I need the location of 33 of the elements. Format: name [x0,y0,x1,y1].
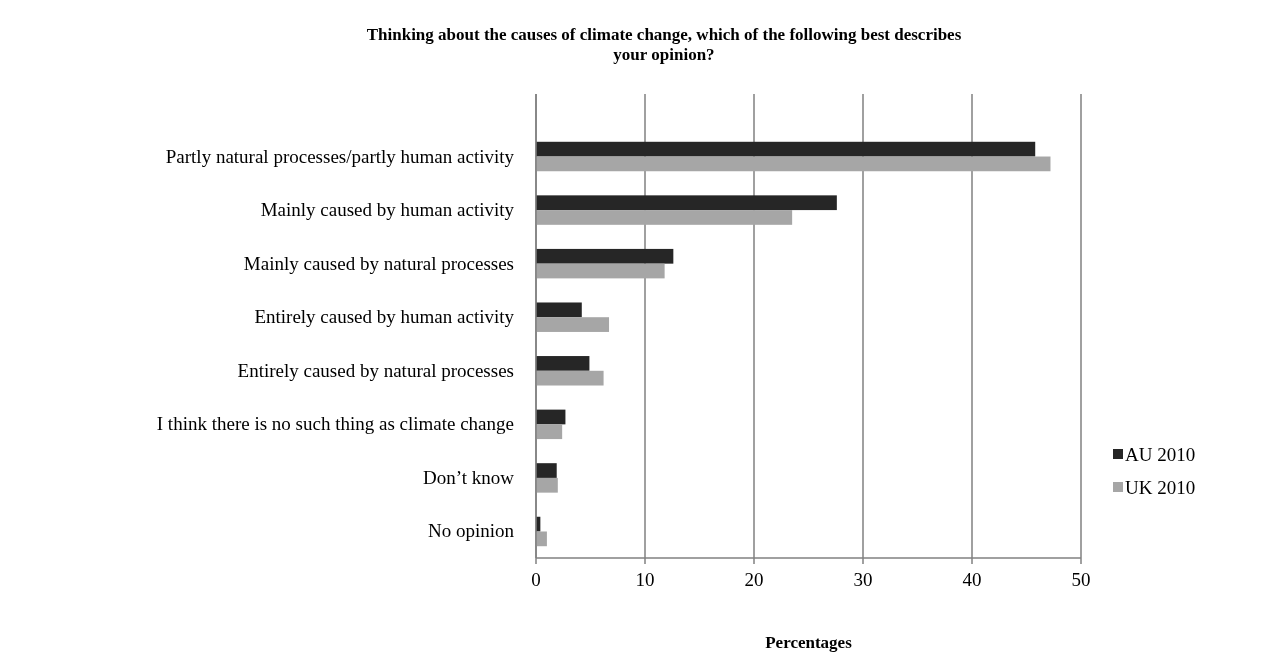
x-tick-label: 20 [744,569,764,590]
x-tick-label: 30 [853,569,873,590]
y-tick-label: Don’t know [423,466,515,488]
bar [536,156,1051,172]
bar [536,531,547,547]
x-tick-label: 10 [635,569,655,590]
y-tick-label: No opinion [427,520,515,542]
x-tick-label: 50 [1071,569,1091,590]
bar [536,370,604,386]
bar [536,195,837,211]
y-tick-label: Entirely caused by human activity [254,306,515,328]
bar [536,302,582,318]
bar [536,317,610,332]
y-tick-label: Partly natural processes/partly human activity [165,145,515,167]
bar [536,356,590,371]
bar [536,477,558,493]
x-tick-label: 0 [531,569,541,590]
bar [536,263,665,279]
x-tick-label: 40 [962,569,982,590]
legend-label: UK 2010 [1125,477,1196,498]
y-tick-label: Entirely caused by natural processes [237,359,514,381]
x-axis-title: Percentages [765,633,853,652]
y-tick-label: I think there is no such thing as climate change [156,413,514,435]
legend-label: AU 2010 [1125,444,1196,465]
y-tick-label: Mainly caused by natural processes [243,252,514,274]
bar [536,424,563,440]
bar [536,141,1036,157]
y-tick-label: Mainly caused by human activity [260,199,515,221]
chart-title: Thinking about the causes of climate change, which of the following best describes your opinion? [366,25,962,64]
bar [536,463,557,478]
bar [536,210,793,225]
bar [536,409,566,425]
bar [536,248,674,264]
